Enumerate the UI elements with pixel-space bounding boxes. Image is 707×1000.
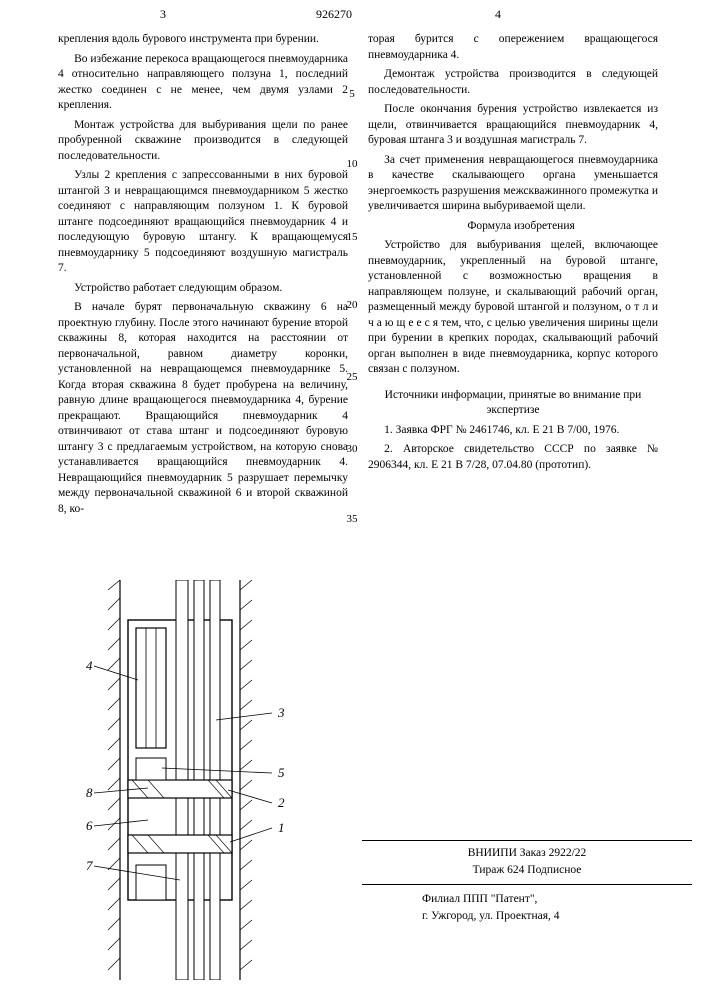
claim-text: Устройство для выбуривания щелей, включа… (368, 238, 658, 378)
page-num-left: 3 (160, 6, 166, 22)
right-column: торая бурится с опережением вращающегося… (368, 32, 658, 521)
source-item: 1. Заявка ФРГ № 2461746, кл. E 21 B 7/00… (368, 423, 658, 439)
paragraph: В начале бурят первоначальную скважину 6… (58, 300, 348, 517)
imprint-address: г. Ужгород, ул. Проектная, 4 (362, 908, 692, 925)
imprint-order: ВНИИПИ Заказ 2922/22 (362, 840, 692, 862)
text-columns: крепления вдоль бурового инструмента при… (58, 32, 669, 521)
line-marker: 5 (342, 89, 362, 100)
source-item: 2. Авторское свидетельство СССР по заявк… (368, 442, 658, 473)
line-marker: 25 (342, 372, 362, 383)
technical-figure: 4 8 6 7 3 5 2 1 ВНИИПИ Заказ 2922/22 Тир… (58, 580, 668, 980)
sources-heading: Источники информации, принятые во вниман… (368, 388, 658, 419)
paragraph: крепления вдоль бурового инструмента при… (58, 32, 348, 48)
figure-label: 6 (86, 818, 93, 833)
figure-label: 3 (277, 705, 285, 720)
figure-label: 4 (86, 658, 93, 673)
paragraph: Монтаж устройства для выбуривания щели п… (58, 118, 348, 165)
line-marker: 15 (342, 232, 362, 243)
imprint-block: ВНИИПИ Заказ 2922/22 Тираж 624 Подписное… (362, 836, 692, 925)
paragraph: торая бурится с опережением вращающегося… (368, 32, 658, 63)
line-marker: 20 (342, 300, 362, 311)
paragraph: Демонтаж устройства производится в следу… (368, 67, 658, 98)
left-column: крепления вдоль бурового инструмента при… (58, 32, 348, 521)
figure-label: 2 (278, 795, 285, 810)
figure-label: 1 (278, 820, 285, 835)
figure-label: 5 (278, 765, 285, 780)
imprint-branch: Филиал ППП "Патент", (362, 891, 692, 908)
patent-number: 926270 (316, 6, 352, 22)
figure-label: 7 (86, 858, 93, 873)
drilling-device-diagram: 4 8 6 7 3 5 2 1 (58, 580, 318, 980)
paragraph: Устройство работает следующим образом. (58, 281, 348, 297)
paragraph: Во избежание перекоса вращающегося пневм… (58, 52, 348, 114)
paragraph: После окончания бурения устройство извле… (368, 102, 658, 149)
paragraph: Узлы 2 крепления с запрессованными в них… (58, 168, 348, 277)
line-marker: 10 (342, 159, 362, 170)
imprint-circulation: Тираж 624 Подписное (362, 862, 692, 884)
line-marker: 35 (342, 514, 362, 525)
claims-heading: Формула изобретения (368, 219, 658, 235)
page-num-right: 4 (495, 6, 501, 22)
paragraph: За счет применения невращающегося пневмо… (368, 153, 658, 215)
figure-label: 8 (86, 785, 93, 800)
line-marker: 30 (342, 444, 362, 455)
